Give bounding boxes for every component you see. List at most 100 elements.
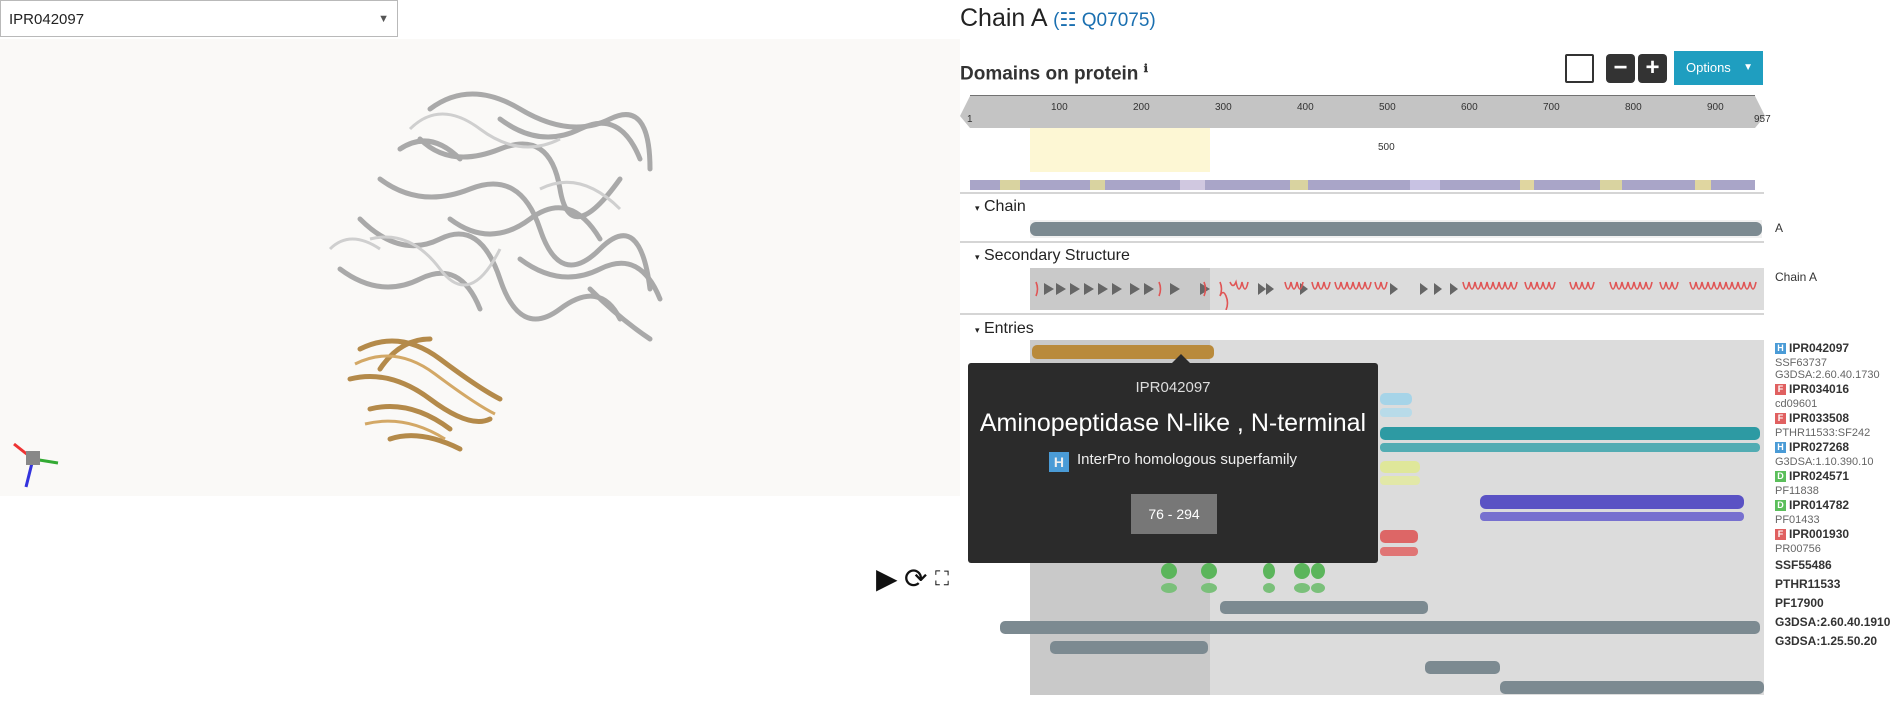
axes-icon [13, 442, 59, 488]
entry-bar-IPR027268 [1380, 461, 1420, 473]
zoom-out-button[interactable]: − [1606, 54, 1635, 83]
zoom-in-button[interactable]: + [1638, 54, 1667, 83]
entry-bar-IPR034016 [1380, 393, 1412, 405]
secondary-structure-track[interactable] [1030, 268, 1764, 310]
entry-bar-PTHR11533-SF242 [1380, 443, 1760, 452]
chain-title: Chain A (☷ Q07075) [960, 4, 1156, 33]
entry-label-IPR042097[interactable]: H IPR042097 [1775, 341, 1900, 355]
entry-bar-IPR033508 [1380, 427, 1760, 440]
unintegrated-entry[interactable]: G3DSA:1.25.50.20 [1775, 634, 1900, 648]
structure-viewer[interactable] [0, 39, 960, 496]
entry-bar-PF01433 [1380, 547, 1418, 556]
sequence-conservation-strip [970, 180, 1755, 190]
chain-bar[interactable] [1030, 222, 1762, 236]
entry-bar-PTHR11533 [1000, 621, 1760, 634]
triangle-down-icon: ▾ [975, 203, 980, 213]
ruler-start: 1 [967, 114, 973, 125]
unintegrated-acc: PF17900 [1775, 596, 1824, 610]
member-db-entry[interactable]: PTHR11533:SF242 [1775, 427, 1871, 439]
tooltip-entry-name: Aminopeptidase N-like , N-terminal [979, 409, 1367, 437]
unintegrated-entry[interactable]: SSF55486 [1775, 558, 1900, 572]
highlight-band [1030, 128, 1210, 172]
triangle-down-icon: ▾ [975, 252, 980, 262]
entry-labels: H IPR042097 SSF63737 G3DSA:2.60.40.1730 F… [1775, 341, 1900, 648]
entry-bar-G3DSA-1.25.50.20 [1500, 681, 1764, 694]
member-db-entry[interactable]: cd09601 [1775, 398, 1818, 410]
divider [960, 313, 1764, 315]
options-button[interactable]: Options ▼ [1674, 51, 1763, 85]
entry-acc: IPR033508 [1789, 411, 1850, 425]
chain-track-label: Chain [983, 198, 1026, 215]
ss-track-header[interactable]: ▾ Secondary Structure [975, 247, 1130, 265]
ruler-end: 957 [1754, 114, 1771, 125]
entry-marks-IPR001930 [1161, 563, 1325, 593]
entry-bar-IPR042097 [1032, 345, 1214, 359]
domains-title: Domains on protein ℹ [960, 62, 1148, 85]
member-db-entry[interactable]: SSF63737 [1775, 357, 1827, 369]
tooltip-type-text: InterPro homologous superfamily [1076, 451, 1298, 468]
chevron-down-icon: ▼ [378, 13, 389, 25]
alpha-helices [1035, 279, 1757, 310]
fullscreen-icon[interactable]: ⛶ [935, 568, 949, 590]
reset-icon[interactable]: ⟳ [904, 563, 928, 594]
tooltip-entry-id: IPR042097 [1135, 379, 1211, 396]
chain-track-right-label: A [1775, 221, 1784, 235]
ss-track-label: Secondary Structure [983, 247, 1130, 264]
homologous-superfamily-badge: H [1775, 343, 1786, 354]
ruler-tick: 500 [1379, 102, 1396, 113]
uniprot-link[interactable]: Q07075 [1081, 10, 1150, 31]
ruler-tick: 600 [1461, 102, 1478, 113]
member-db-entry[interactable]: PF01433 [1775, 514, 1820, 526]
ruler-selection [970, 96, 1755, 128]
entry-acc: IPR014782 [1789, 498, 1850, 512]
entry-bar-IPR014782 [1380, 530, 1418, 543]
member-db-entry[interactable]: G3DSA:1.10.390.10 [1775, 456, 1874, 468]
entry-label-IPR014782[interactable]: D IPR014782 [1775, 498, 1900, 512]
entry-acc: IPR024571 [1789, 469, 1850, 483]
domain-badge: D [1775, 471, 1786, 482]
unintegrated-entry[interactable]: PF17900 [1775, 596, 1900, 610]
ruler-tick: 900 [1707, 102, 1724, 113]
family-badge: F [1775, 529, 1786, 540]
entry-label-IPR033508[interactable]: F IPR033508 [1775, 411, 1900, 425]
chain-title-text: Chain A [960, 4, 1047, 32]
unintegrated-entry[interactable]: PTHR11533 [1775, 577, 1900, 591]
chain-accession[interactable]: (☷ Q07075) [1053, 10, 1156, 31]
unintegrated-acc: PTHR11533 [1775, 577, 1841, 591]
member-db-entry[interactable]: PR00756 [1775, 543, 1821, 555]
close-paren: ) [1149, 10, 1156, 31]
entry-label-IPR034016[interactable]: F IPR034016 [1775, 382, 1900, 396]
chain-track-header[interactable]: ▾ Chain [975, 198, 1026, 216]
entries-track-header[interactable]: ▾ Entries [975, 320, 1034, 338]
entry-label-IPR027268[interactable]: H IPR027268 [1775, 440, 1900, 454]
entry-bar-G3DSA-2.60.40.1910 [1425, 661, 1500, 674]
sequence-ruler[interactable] [960, 92, 1770, 192]
unintegrated-entry[interactable]: G3DSA:2.60.40.1910 [1775, 615, 1900, 629]
entry-label-IPR001930[interactable]: F IPR001930 [1775, 527, 1900, 541]
member-db-entry[interactable]: PF11838 [1775, 485, 1819, 497]
entry-select-value: IPR042097 [9, 11, 85, 28]
ruler-tick: 700 [1543, 102, 1560, 113]
entry-label-IPR024571[interactable]: D IPR024571 [1775, 469, 1900, 483]
expand-icon[interactable] [1565, 54, 1594, 83]
entry-bar-PF11838 [1480, 512, 1744, 521]
entry-tooltip: IPR042097 Aminopeptidase N-like , N-term… [968, 354, 1378, 563]
unintegrated-acc: G3DSA:1.25.50.20 [1775, 634, 1878, 648]
tooltip-entry-type: H InterPro homologous superfamily [968, 451, 1378, 472]
entry-bar-cd09601 [1380, 408, 1412, 417]
grid-icon: ☷ [1059, 10, 1082, 31]
ss-track-right-label: Chain A [1775, 270, 1818, 284]
unintegrated-acc: G3DSA:2.60.40.1910 [1775, 615, 1891, 629]
play-icon[interactable]: ▶ [876, 563, 898, 594]
open-paren: ( [1053, 10, 1060, 31]
entry-select[interactable]: IPR042097 ▼ [0, 0, 398, 37]
triangle-down-icon: ▾ [975, 325, 980, 335]
ruler-tick: 800 [1625, 102, 1642, 113]
homologous-superfamily-badge: H [1775, 442, 1786, 453]
member-db-entry[interactable]: G3DSA:2.60.40.1730 [1775, 369, 1880, 381]
entry-bar-SSF55486 [1220, 601, 1428, 614]
domain-badge: D [1775, 500, 1786, 511]
divider [960, 192, 1764, 194]
info-icon[interactable]: ℹ [1143, 63, 1148, 75]
entry-acc: IPR001930 [1789, 527, 1850, 541]
